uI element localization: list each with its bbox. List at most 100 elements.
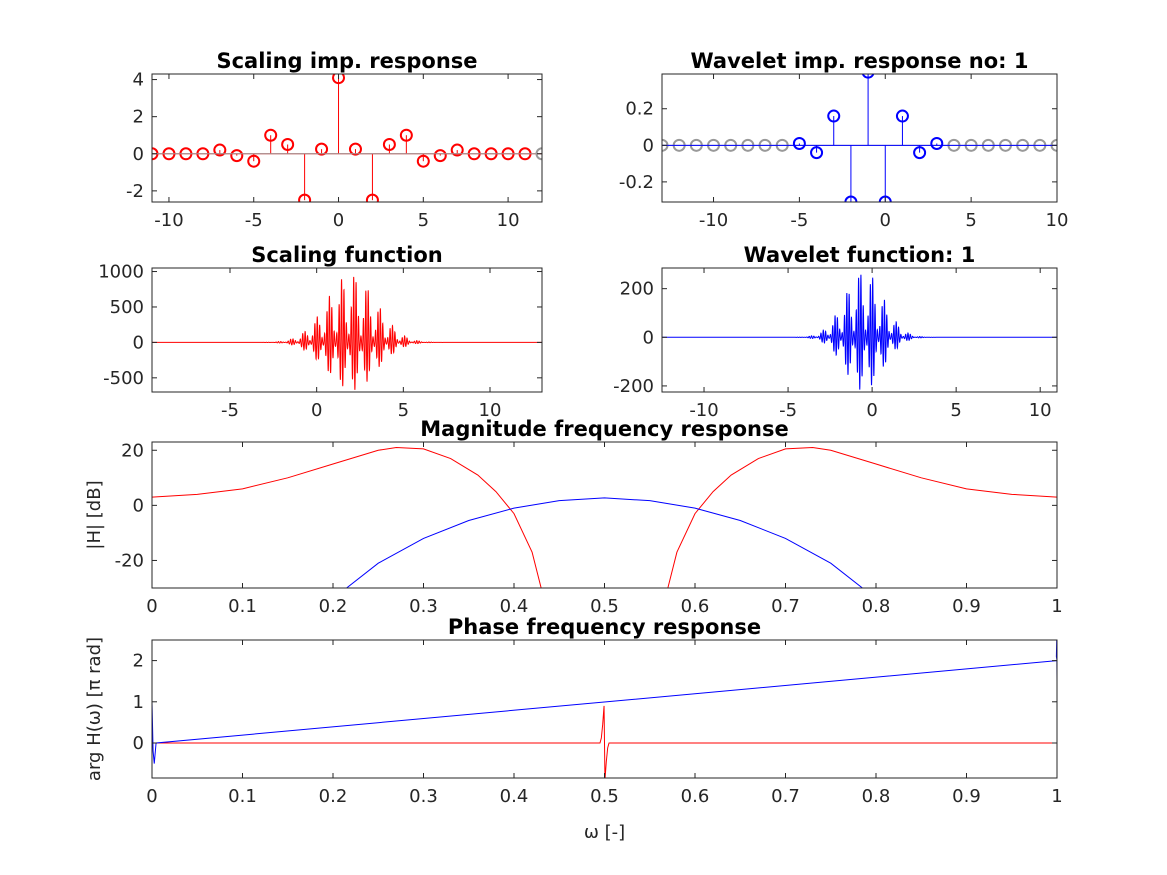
stem-marker xyxy=(535,147,542,161)
chart-title: Phase frequency response xyxy=(448,615,761,639)
stem-marker xyxy=(332,74,346,85)
y-tick-label: 0 xyxy=(643,327,654,348)
x-tick-label: 0.5 xyxy=(590,596,619,617)
stem-marker xyxy=(895,109,909,123)
x-tick-label: 0.4 xyxy=(500,786,529,807)
x-tick-label: 0.3 xyxy=(409,596,438,617)
y-tick-label: 4 xyxy=(133,70,144,91)
y-tick-label: -0.2 xyxy=(619,172,654,193)
series-line xyxy=(152,705,1057,778)
y-tick-label: 2 xyxy=(133,107,144,128)
y-tick-label: 0 xyxy=(133,495,144,516)
stem-marker xyxy=(844,195,858,202)
series-line xyxy=(152,660,1057,764)
stem-marker xyxy=(450,143,464,157)
x-tick-label: 5 xyxy=(418,210,429,231)
x-tick-label: 0 xyxy=(311,400,322,421)
stem-marker xyxy=(792,136,806,150)
x-tick-label: 5 xyxy=(950,400,961,421)
x-tick-label: -5 xyxy=(779,400,797,421)
x-tick-label: 10 xyxy=(497,210,520,231)
chart-title: Wavelet imp. response no: 1 xyxy=(691,49,1029,73)
y-tick-label: 0.2 xyxy=(625,99,654,120)
x-tick-label: 0.5 xyxy=(590,786,619,807)
x-tick-label: 0.8 xyxy=(862,596,891,617)
y-axis-label: arg H(ω) [π rad] xyxy=(84,637,105,781)
axes-box xyxy=(661,267,1058,393)
stem-marker xyxy=(315,142,329,156)
chart-title: Scaling function xyxy=(251,243,443,267)
y-tick-label: 1 xyxy=(133,692,144,713)
x-tick-label: 0.9 xyxy=(952,596,981,617)
x-tick-label: -10 xyxy=(689,400,718,421)
chart-title: Magnitude frequency response xyxy=(420,417,788,441)
plot-area xyxy=(152,447,1057,588)
axes-box xyxy=(151,267,543,393)
panel-phase-frequency-response: 0 0.1 0.2 0.3 0.4 0.5 0.6 0.7 0.8 0.9 1 0 1 2 Phase fr… xyxy=(84,615,1063,843)
panel-wavelet-function: -10 -5 0 5 10 -200 0 200 Wavelet function: 1 xyxy=(613,243,1058,421)
y-tick-label: 20 xyxy=(121,440,144,461)
plot-area xyxy=(662,274,1057,390)
stem-marker xyxy=(810,146,824,160)
y-tick-label: 2 xyxy=(133,651,144,672)
stem-marker xyxy=(913,146,927,160)
x-tick-label: 5 xyxy=(965,210,976,231)
stem-marker xyxy=(213,143,227,157)
y-tick-label: 1000 xyxy=(98,262,144,283)
x-tick-label: 0 xyxy=(866,400,877,421)
x-tick-label: 1 xyxy=(1051,786,1062,807)
series-line xyxy=(667,447,1057,588)
y-tick-label: -500 xyxy=(103,368,144,389)
x-tick-label: 10 xyxy=(1046,210,1069,231)
y-tick-label: 0 xyxy=(133,144,144,165)
axes-box xyxy=(661,73,1058,203)
stem-marker xyxy=(348,142,362,156)
x-tick-label: -5 xyxy=(245,210,263,231)
series-line xyxy=(346,497,863,588)
stem-marker xyxy=(399,128,413,142)
y-tick-label: 200 xyxy=(620,279,654,300)
panel-scaling-function: -5 0 5 10 -500 0 500 1000 Scaling function xyxy=(98,243,543,421)
x-axis-label: ω [-] xyxy=(584,822,625,843)
x-tick-label: 0.6 xyxy=(681,786,710,807)
plot-area xyxy=(152,74,542,202)
y-tick-label: 0 xyxy=(643,135,654,156)
x-tick-label: 5 xyxy=(398,400,409,421)
panel-scaling-impulse-response: -10 -5 0 5 10 -2 0 2 4 Scaling imp. response xyxy=(126,49,543,231)
x-tick-label: 0.1 xyxy=(228,596,257,617)
panel-magnitude-frequency-response: 0 0.1 0.2 0.3 0.4 0.5 0.6 0.7 0.8 0.9 1 -20 0 20 Magni… xyxy=(84,417,1063,617)
stem-marker xyxy=(827,109,841,123)
x-tick-label: 0.1 xyxy=(228,786,257,807)
plot-area xyxy=(152,276,542,390)
x-tick-label: 0.7 xyxy=(771,786,800,807)
panel-wavelet-impulse-response: -10 -5 0 5 10 -0.2 0 0.2 Wavelet imp. response n… xyxy=(619,49,1069,231)
stem-marker xyxy=(281,137,295,151)
stem-marker xyxy=(878,195,892,202)
series-line xyxy=(152,276,542,390)
stem-marker xyxy=(433,149,447,163)
stem-marker xyxy=(416,154,430,168)
y-tick-label: -20 xyxy=(115,550,144,571)
plot-area xyxy=(662,74,1057,202)
stem-marker xyxy=(365,193,379,202)
y-axis-label: |H| [dB] xyxy=(84,480,105,549)
y-tick-label: 0 xyxy=(133,733,144,754)
x-tick-label: 0.3 xyxy=(409,786,438,807)
x-tick-label: -5 xyxy=(790,210,808,231)
stem-marker xyxy=(230,149,244,163)
x-tick-label: 1 xyxy=(1051,596,1062,617)
x-tick-label: -10 xyxy=(699,210,728,231)
series-line xyxy=(152,447,542,588)
stem-marker xyxy=(861,74,875,79)
x-tick-label: -10 xyxy=(154,210,183,231)
axes-box xyxy=(151,73,543,203)
stem-marker xyxy=(247,154,261,168)
x-tick-label: 0.8 xyxy=(862,786,891,807)
x-tick-label: 0 xyxy=(146,786,157,807)
x-tick-label: 0 xyxy=(880,210,891,231)
stem-marker xyxy=(930,136,944,150)
x-tick-label: 10 xyxy=(479,400,502,421)
x-tick-label: 0 xyxy=(146,596,157,617)
y-tick-label: -200 xyxy=(613,376,654,397)
